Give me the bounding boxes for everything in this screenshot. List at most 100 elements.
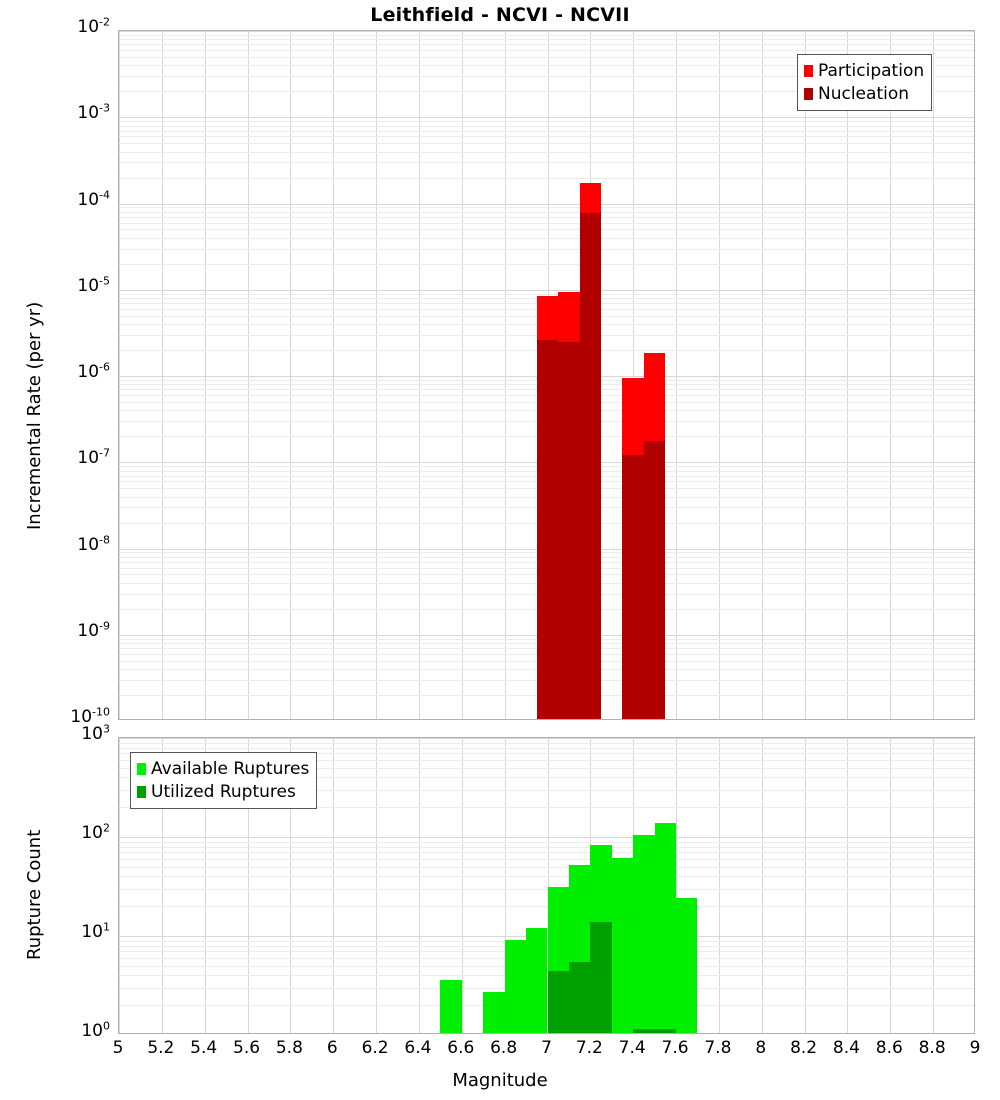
bar-available-ruptures — [504, 939, 527, 1033]
gridline-vertical — [333, 31, 335, 719]
y-axis-tick-label: 10-5 — [77, 274, 110, 296]
gridline-vertical — [547, 738, 549, 1033]
legend-swatch-icon — [137, 762, 146, 775]
legend-item: Utilized Ruptures — [137, 780, 309, 803]
incremental-rate-plot-area — [119, 31, 974, 719]
y-axis-tick-label: 10-9 — [77, 619, 110, 641]
incremental-rate-legend: Participation Nucleation — [797, 54, 933, 111]
y-axis-tick-label: 100 — [81, 1019, 110, 1041]
gridline-minor — [119, 229, 974, 231]
gridline-major — [119, 289, 974, 291]
page-title: Leithfield - NCVI - NCVII — [370, 4, 630, 26]
bar-nucleation — [643, 441, 666, 719]
gridline-minor — [119, 888, 974, 890]
y-axis-tick-label: 102 — [81, 821, 110, 843]
gridline-vertical — [676, 738, 678, 1033]
gridline-minor — [119, 742, 974, 744]
gridline-vertical — [718, 738, 720, 1033]
gridline-vertical — [461, 738, 463, 1033]
gridline-minor — [119, 876, 974, 878]
bar-utilized-ruptures — [568, 961, 591, 1033]
rupture-count-plot-area — [119, 738, 974, 1033]
x-axis-tick-label: 5.4 — [190, 1038, 218, 1058]
gridline-minor — [119, 177, 974, 179]
gridline-major — [119, 31, 974, 32]
gridline-minor — [119, 767, 974, 769]
bar-available-ruptures — [526, 928, 548, 1033]
gridline-vertical — [418, 31, 420, 719]
gridline-minor — [119, 866, 974, 868]
x-axis-tick-label: 7 — [541, 1038, 552, 1058]
bar-available-ruptures — [654, 822, 677, 1033]
gridline-minor — [119, 44, 974, 46]
gridline-vertical — [204, 738, 206, 1033]
gridline-vertical — [461, 31, 463, 719]
bar-utilized-ruptures — [633, 1029, 655, 1033]
gridline-minor — [119, 162, 974, 164]
gridline-vertical — [890, 738, 892, 1033]
y-axis-tick-label: 10-6 — [77, 360, 110, 382]
gridline-vertical — [504, 738, 506, 1033]
gridline-minor — [119, 50, 974, 52]
gridline-vertical — [119, 31, 120, 719]
gridline-vertical — [718, 31, 720, 719]
x-axis-tick-label: 8 — [755, 1038, 767, 1058]
gridline-vertical — [204, 31, 206, 719]
legend-item: Nucleation — [804, 82, 924, 105]
gridline-vertical — [119, 738, 120, 1033]
x-axis-tick-label: 8.6 — [875, 1038, 903, 1058]
x-axis-tick-label: 5.8 — [275, 1038, 303, 1058]
gridline-minor — [119, 151, 974, 153]
gridline-minor — [119, 222, 974, 224]
gridline-vertical — [418, 738, 420, 1033]
x-axis-tick-label: 8.2 — [790, 1038, 818, 1058]
bar-nucleation — [558, 341, 580, 719]
bar-nucleation — [579, 212, 602, 719]
y-axis-tick-label: 10-2 — [77, 15, 110, 37]
gridline-vertical — [761, 31, 763, 719]
legend-item-label: Nucleation — [818, 83, 910, 104]
gridline-minor — [119, 846, 974, 848]
y-axis-tick-label: 10-3 — [77, 101, 110, 124]
gridline-minor — [119, 759, 974, 761]
gridline-minor — [119, 747, 974, 749]
gridline-minor — [119, 130, 974, 132]
y-axis-tick-label: 101 — [81, 920, 110, 942]
gridline-vertical — [161, 31, 163, 719]
gridline-minor — [119, 858, 974, 860]
gridline-vertical — [761, 738, 763, 1033]
x-axis-tick-label: 6 — [326, 1038, 338, 1058]
bar-nucleation — [622, 455, 644, 719]
y-axis-tick-label: 10-4 — [77, 187, 110, 210]
gridline-major — [119, 837, 974, 838]
gridline-vertical — [247, 738, 249, 1033]
x-axis-tick-label: 5.2 — [147, 1038, 175, 1058]
y-axis-tick-label: 10-8 — [77, 532, 110, 555]
gridline-vertical — [333, 738, 335, 1033]
gridline-vertical — [161, 738, 163, 1033]
legend-item-label: Available Ruptures — [151, 758, 310, 779]
gridline-minor — [119, 65, 974, 67]
legend-item: Available Ruptures — [137, 757, 309, 780]
gridline-minor — [119, 777, 974, 779]
bar-available-ruptures — [676, 898, 698, 1033]
gridline-minor — [119, 852, 974, 854]
gridline-minor — [119, 789, 974, 791]
incremental-rate-panel — [118, 30, 975, 720]
x-axis-tick-label: 6.2 — [361, 1038, 389, 1058]
gridline-minor — [119, 248, 974, 250]
x-axis-tick-label: 5.6 — [233, 1038, 261, 1058]
gridline-minor — [119, 237, 974, 239]
gridline-minor — [119, 76, 974, 78]
x-axis-tick-label: 6.4 — [404, 1038, 432, 1058]
y-axis-tick-label: 103 — [81, 722, 110, 744]
gridline-vertical — [847, 738, 849, 1033]
gridline-minor — [119, 207, 974, 209]
legend-swatch-icon — [804, 87, 813, 100]
gridline-minor — [119, 125, 974, 127]
bar-nucleation — [536, 340, 559, 719]
y-axis-tick-label: 10-10 — [70, 705, 110, 727]
gridline-minor — [119, 211, 974, 213]
gridline-minor — [119, 143, 974, 145]
gridline-minor — [119, 91, 974, 93]
